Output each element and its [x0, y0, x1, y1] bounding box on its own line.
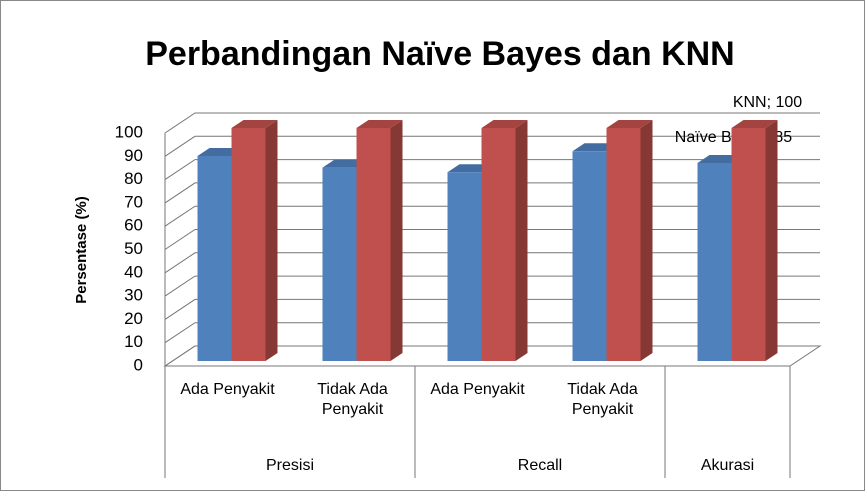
- bar: [447, 172, 482, 361]
- bar-side: [265, 120, 278, 361]
- bar-top: [481, 120, 528, 128]
- y-tick-label: 30: [124, 286, 143, 305]
- group-label: Akurasi: [701, 457, 754, 474]
- group-label: Recall: [518, 457, 562, 474]
- x-tick-label-box: Tidak Ada Penyakit: [567, 381, 638, 418]
- chart-title: Perbandingan Naïve Bayes dan KNN: [145, 35, 735, 73]
- x-tick-label-box: Tidak Ada Penyakit: [317, 381, 388, 418]
- bar-side: [390, 120, 403, 361]
- bar-top: [231, 120, 278, 128]
- y-tick-label: 50: [124, 239, 143, 258]
- x-tick-label-box: Ada Penyakit: [430, 381, 525, 398]
- y-tick-label: 80: [124, 169, 143, 188]
- y-tick-label: 40: [124, 262, 143, 281]
- x-tick-label: Ada Penyakit: [180, 381, 275, 398]
- x-tick-label-box: Ada Penyakit: [180, 381, 275, 398]
- bar-side: [640, 120, 653, 361]
- bar-side: [515, 120, 528, 361]
- bar: [606, 128, 641, 361]
- bar: [322, 167, 357, 361]
- y-tick-label: 100: [115, 122, 143, 141]
- bar-top: [606, 120, 653, 128]
- y-tick-label: 0: [134, 355, 143, 374]
- bar: [731, 128, 766, 361]
- y-tick-label: 90: [124, 146, 143, 165]
- x-tick-label: Tidak Ada Penyakit: [567, 381, 638, 418]
- bar: [697, 162, 732, 361]
- bar-top: [356, 120, 403, 128]
- bar: [572, 151, 607, 361]
- bar: [231, 128, 266, 361]
- data-label: KNN; 100: [733, 94, 802, 111]
- bar: [356, 128, 391, 361]
- y-axis-title: Persentase (%): [73, 196, 90, 304]
- y-tick-label: 10: [124, 332, 143, 351]
- x-tick-label: Ada Penyakit: [430, 381, 525, 398]
- bar: [197, 155, 232, 361]
- bar: [481, 128, 516, 361]
- bar-top: [731, 120, 778, 128]
- bar-side: [765, 120, 778, 361]
- y-tick-label: 60: [124, 216, 143, 235]
- grid-line: [164, 112, 820, 134]
- x-tick-label: Tidak Ada Penyakit: [317, 381, 388, 418]
- group-label: Presisi: [266, 457, 314, 474]
- y-tick-label: 20: [124, 309, 143, 328]
- y-tick-label: 70: [124, 192, 143, 211]
